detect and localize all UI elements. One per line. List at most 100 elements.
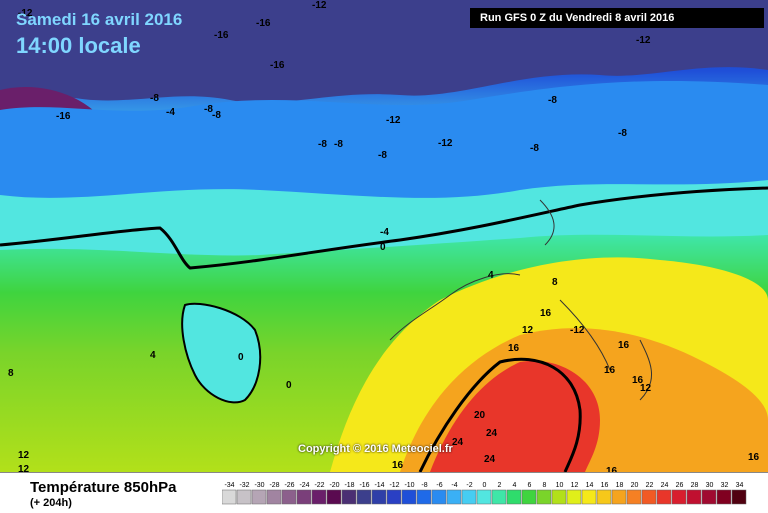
contour-label: 16: [604, 365, 616, 376]
contour-label: -12: [312, 0, 327, 11]
scale-swatch: [476, 489, 492, 505]
scale-tick-label: -28: [269, 482, 279, 489]
contour-label: -16: [256, 18, 271, 29]
contour-label: -4: [166, 107, 175, 118]
scale-tick-label: -2: [466, 482, 472, 489]
run-info: Run GFS 0 Z du Vendredi 8 avril 2016: [470, 8, 764, 28]
contour-label: 12: [522, 325, 534, 336]
scale-tick-label: -18: [344, 482, 354, 489]
scale-swatch: [296, 489, 312, 505]
scale-swatch: [236, 489, 252, 505]
scale-tick-label: -10: [404, 482, 414, 489]
scale-swatch: [611, 489, 627, 505]
contour-label: 16: [508, 343, 520, 354]
contour-label: 20: [474, 410, 486, 421]
contour-label: 4: [488, 270, 494, 281]
copyright: Copyright © 2016 Meteociel.fr: [298, 443, 453, 455]
contour-label: 16: [632, 375, 644, 386]
scale-tick-label: 10: [556, 482, 564, 489]
contour-label: 8: [552, 277, 558, 288]
scale-swatch: [416, 489, 432, 505]
scale-tick-label: 18: [616, 482, 624, 489]
scale-tick-label: 8: [543, 482, 547, 489]
contour-label: -8: [618, 128, 627, 139]
scale-swatch: [281, 489, 297, 505]
contour-label: -8: [150, 93, 159, 104]
contour-label: -16: [56, 111, 71, 122]
scale-swatch: [491, 489, 507, 505]
scale-tick-label: -32: [239, 482, 249, 489]
scale-tick-label: -20: [329, 482, 339, 489]
contour-label: 16: [606, 466, 618, 472]
contour-label: -12: [570, 325, 585, 336]
scale-swatch: [371, 489, 387, 505]
scale-tick-label: 34: [736, 482, 744, 489]
scale-swatch: [521, 489, 537, 505]
scale-tick-label: -12: [389, 482, 399, 489]
contour-label: 24: [486, 428, 498, 439]
warm-isotherm: [418, 357, 582, 472]
contour-label: -16: [270, 60, 285, 71]
contour-label: 0: [238, 352, 244, 363]
contour-label: -8: [334, 139, 343, 150]
scale-tick-label: 20: [631, 482, 639, 489]
scale-tick-label: 24: [661, 482, 669, 489]
cool-pool: [181, 302, 262, 404]
contour-label: -12: [18, 8, 33, 19]
scale-tick-label: 28: [691, 482, 699, 489]
forecast-time: 14:00 locale: [16, 33, 141, 58]
scale-swatch: [731, 489, 747, 505]
scale-swatch: [431, 489, 447, 505]
scale-tick-label: 16: [601, 482, 609, 489]
scale-swatch: [311, 489, 327, 505]
contour-label: 16: [540, 308, 552, 319]
contour-label: 0: [380, 242, 386, 253]
temperature-map: -12-16-16-12-16-16-8-4 -8-8-8 -8-8-12-12-8…: [0, 0, 768, 472]
contour-label: 12: [18, 464, 30, 472]
contour-label: -8: [212, 110, 221, 121]
contour-label: -8: [318, 139, 327, 150]
contour-label: 12: [18, 450, 30, 461]
blue-band: [0, 80, 768, 203]
scale-swatch: [596, 489, 612, 505]
contour-label: 0: [286, 380, 292, 391]
forecast-date: Samedi 16 avril 2016: [16, 10, 183, 29]
legend-subtitle: (+ 204h): [30, 497, 72, 509]
scale-swatch: [446, 489, 462, 505]
scale-tick-label: 0: [483, 482, 487, 489]
scale-swatch: [326, 489, 342, 505]
scale-swatch: [551, 489, 567, 505]
scale-tick-label: 22: [646, 482, 654, 489]
very-hot-region: [430, 360, 600, 472]
scale-tick-label: 12: [571, 482, 579, 489]
scale-tick-label: -22: [314, 482, 324, 489]
scale-swatch: [356, 489, 372, 505]
contour-label: 16: [392, 460, 404, 471]
contour-label: 16: [618, 340, 630, 351]
scale-tick-label: -14: [374, 482, 384, 489]
zero-isotherm: [0, 186, 768, 270]
scale-tick-label: -24: [299, 482, 309, 489]
scale-tick-label: 32: [721, 482, 729, 489]
contour-label: 24: [484, 454, 496, 465]
scale-tick-label: -4: [451, 482, 457, 489]
scale-swatch: [671, 489, 687, 505]
scale-tick-label: -6: [436, 482, 442, 489]
scale-swatch: [251, 489, 267, 505]
contour-label: -4: [380, 227, 389, 238]
contour-label: -12: [438, 138, 453, 149]
legend-title: Température 850hPa: [30, 479, 177, 496]
contour-labels: -12-16-16-12-16-16-8-4 -8-8-8 -8-8-12-12-8…: [8, 0, 760, 472]
scale-tick-label: 14: [586, 482, 594, 489]
coastlines: [389, 199, 653, 401]
scale-swatch: [536, 489, 552, 505]
cyan-band: [0, 180, 768, 256]
scale-tick-label: 26: [676, 482, 684, 489]
contour-label: 16: [748, 452, 760, 463]
contour-label: -12: [386, 115, 401, 126]
scale-swatch: [266, 489, 282, 505]
scale-swatch: [506, 489, 522, 505]
scale-swatch: [386, 489, 402, 505]
contour-label: 12: [640, 383, 652, 394]
scale-tick-label: 30: [706, 482, 714, 489]
